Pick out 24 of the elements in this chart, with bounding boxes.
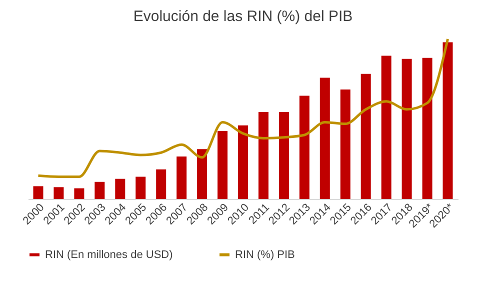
bar — [197, 149, 208, 199]
bar — [115, 178, 126, 199]
bar — [33, 186, 44, 199]
bar — [442, 42, 453, 199]
chart-title: Evolución de las RIN (%) del PIB — [133, 8, 353, 25]
legend-label: RIN (%) PIB — [235, 248, 295, 261]
bar — [176, 156, 187, 199]
bar — [381, 56, 392, 199]
bar — [360, 74, 371, 199]
bar — [238, 125, 248, 199]
bar — [278, 112, 289, 199]
bar — [299, 96, 310, 199]
bar — [402, 58, 412, 199]
bar — [74, 188, 84, 199]
bar — [54, 187, 64, 199]
bar — [340, 90, 350, 199]
bar — [156, 169, 166, 199]
bar — [320, 78, 330, 199]
bar — [136, 176, 146, 199]
bar — [218, 131, 228, 199]
bar — [258, 112, 268, 199]
bar — [422, 58, 432, 199]
legend-label: RIN (En millones de USD) — [45, 248, 173, 261]
bar — [94, 182, 105, 199]
